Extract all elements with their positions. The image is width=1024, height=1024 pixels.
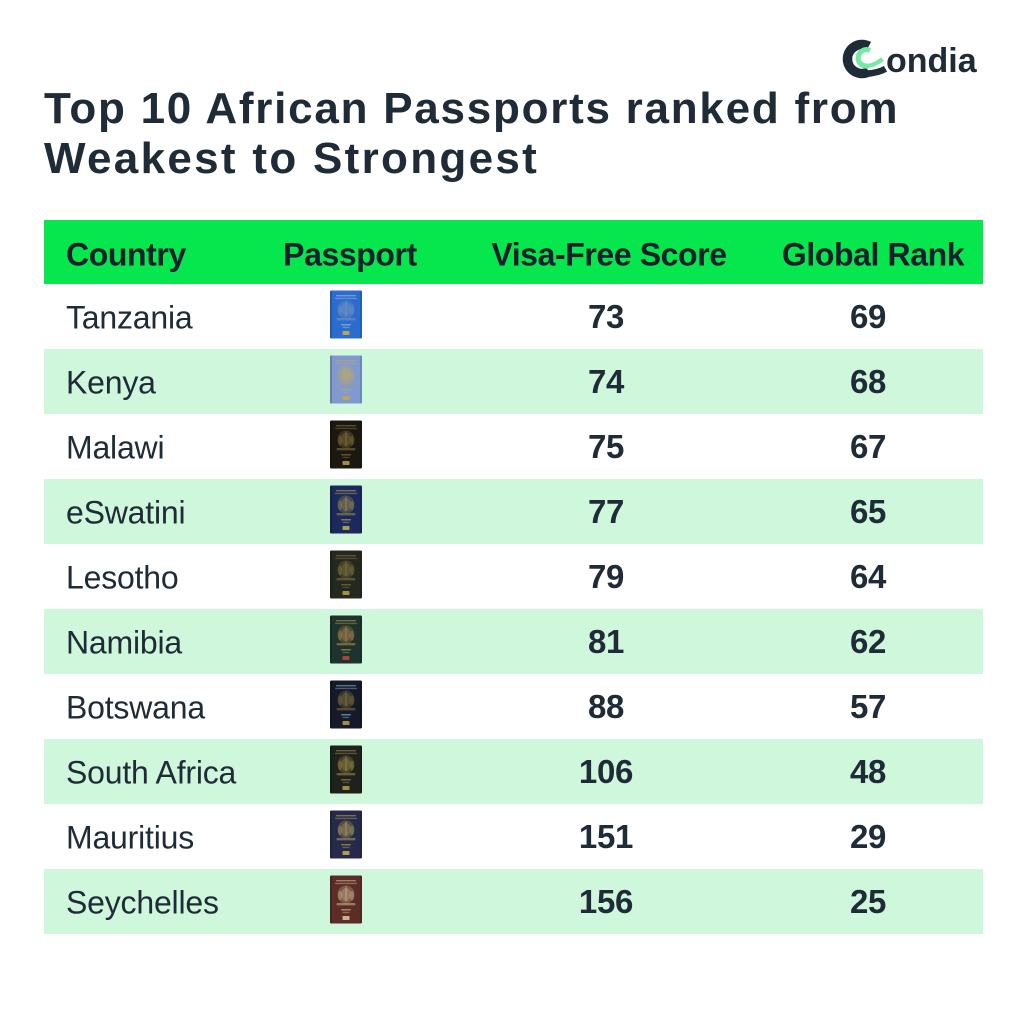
svg-text:ondia: ondia: [886, 42, 978, 80]
